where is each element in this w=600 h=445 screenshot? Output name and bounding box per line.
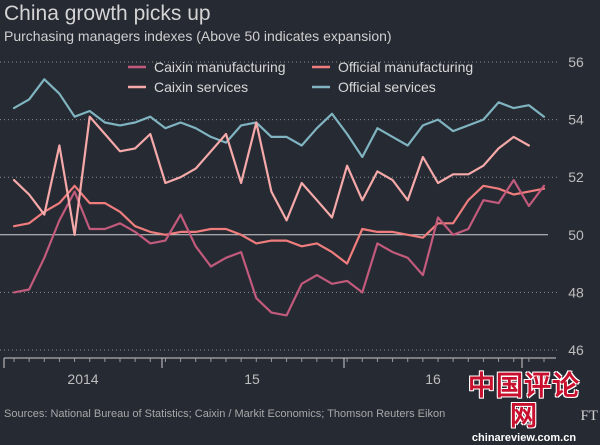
x-tick-label-16: 16 bbox=[425, 371, 441, 387]
legend-label-caixin-manufacturing: Caixin manufacturing bbox=[154, 59, 286, 75]
line-chart: 46 48 50 52 54 56 2014 15 16 Caixin manufacturi… bbox=[0, 54, 584, 387]
y-tick-label-50: 50 bbox=[568, 227, 584, 243]
series-line-official-services bbox=[12, 78, 546, 159]
series-line-official-manufacturing bbox=[12, 184, 546, 265]
chart-subtitle: Purchasing managers indexes (Above 50 in… bbox=[4, 28, 392, 44]
gridlines bbox=[0, 61, 560, 351]
watermark-chinese: 中国评论网 bbox=[468, 371, 580, 432]
y-tick-label-52: 52 bbox=[568, 169, 584, 185]
y-tick-label-46: 46 bbox=[568, 342, 584, 358]
series-lines bbox=[12, 78, 546, 317]
source-note: Sources: National Bureau of Statistics; … bbox=[4, 408, 446, 420]
y-tick-label-56: 56 bbox=[568, 54, 584, 70]
legend-label-official-manufacturing: Official manufacturing bbox=[338, 59, 473, 75]
legend-label-caixin-services: Caixin services bbox=[154, 79, 248, 95]
ft-logo: FT bbox=[580, 408, 598, 424]
y-tick-label-48: 48 bbox=[568, 284, 584, 300]
chart-title: China growth picks up bbox=[4, 2, 211, 25]
series-line-caixin-manufacturing bbox=[12, 179, 546, 317]
y-axis-labels: 46 48 50 52 54 56 bbox=[568, 54, 584, 358]
watermark-url: chinareview.com.cn bbox=[471, 432, 577, 444]
legend: Caixin manufacturing Official manufacturi… bbox=[128, 59, 473, 95]
series-line-caixin-services bbox=[12, 115, 531, 236]
x-tick-label-2014: 2014 bbox=[67, 371, 98, 387]
x-tick-label-15: 15 bbox=[244, 371, 260, 387]
x-axis: 2014 15 16 bbox=[3, 357, 556, 387]
watermark-logo: 中国评论网 chinareview.com.cn bbox=[460, 372, 588, 445]
y-tick-label-54: 54 bbox=[568, 112, 584, 128]
legend-label-official-services: Official services bbox=[338, 79, 436, 95]
